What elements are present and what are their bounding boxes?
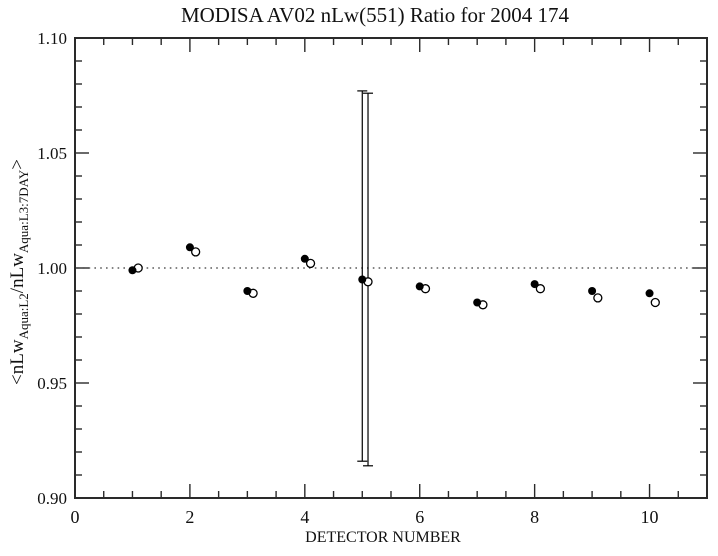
data-point-filled [473, 298, 482, 307]
y-tick-label: 1.10 [37, 29, 67, 48]
y-axis-label: <nLwAqua:L2/nLwAqua:L3:7DAY> [7, 12, 31, 532]
data-point-filled [415, 282, 424, 291]
y-tick-label: 0.90 [37, 489, 67, 508]
data-point-filled [530, 280, 539, 289]
y-tick-label: 1.00 [37, 259, 67, 278]
y-tick-label: 1.05 [37, 144, 67, 163]
x-tick-label: 0 [71, 507, 80, 527]
chart-title: MODISA AV02 nLw(551) Ratio for 2004 174 [180, 3, 570, 27]
x-tick-label: 10 [641, 507, 659, 527]
data-point-open [593, 293, 603, 303]
x-tick-label: 6 [415, 507, 424, 527]
y-axis-label-subscript: Aqua:L3:7DAY [16, 169, 31, 254]
y-axis-label-text: /nLw [7, 253, 28, 294]
data-point-open [305, 258, 316, 269]
y-axis-label-text: <nLw [7, 339, 28, 385]
data-point-filled [645, 289, 654, 298]
data-point-open [650, 297, 660, 308]
data-point-filled [185, 243, 194, 252]
x-axis-label: DETECTOR NUMBER [305, 529, 461, 546]
y-axis-label-text: > [7, 159, 28, 170]
data-point-filled [128, 266, 137, 275]
x-tick-label: 2 [185, 507, 194, 527]
y-tick-label: 0.95 [37, 374, 67, 393]
data-point-filled [243, 287, 252, 295]
x-tick-label: 4 [300, 507, 309, 527]
y-axis-label-subscript: Aqua:L2 [16, 293, 31, 340]
data-point-filled [358, 275, 367, 284]
data-point-filled [588, 287, 597, 295]
data-point-open [535, 284, 546, 294]
data-point-filled [300, 254, 309, 263]
data-point-open [191, 247, 201, 257]
x-tick-label: 8 [530, 507, 539, 527]
